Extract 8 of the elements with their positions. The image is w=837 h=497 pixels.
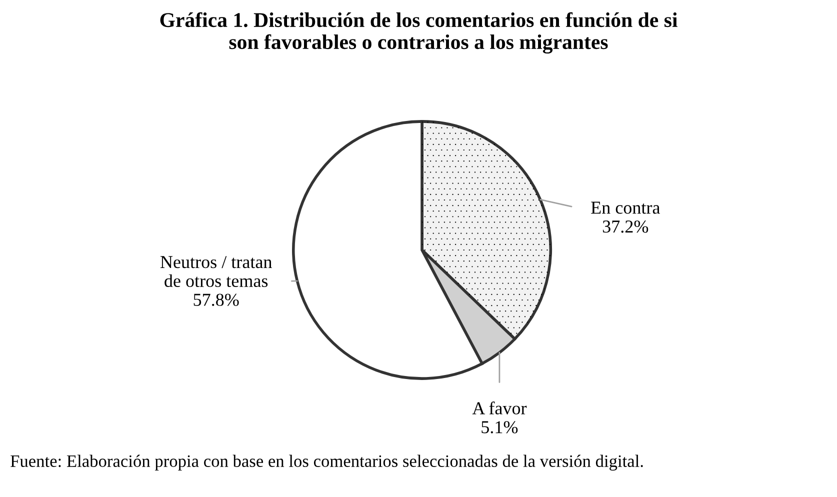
data-label: 5.1%	[482, 421, 518, 434]
data-label: 37.2%	[602, 220, 648, 233]
chart-title: Gráfica 1. Distribución de los comentarios en función de si son favorables o contrarios a los migrantes	[160, 12, 678, 54]
slice-label: A favor	[472, 402, 527, 414]
source-note: Fuente: Elaboración propia con base en los comentarios seleccionadas de la versión digital.	[10, 454, 643, 471]
data-label: 57.8%	[194, 294, 239, 306]
slice-label: Neutros / tratan de otros temas	[160, 256, 272, 288]
slice-label: En contra	[591, 202, 660, 214]
